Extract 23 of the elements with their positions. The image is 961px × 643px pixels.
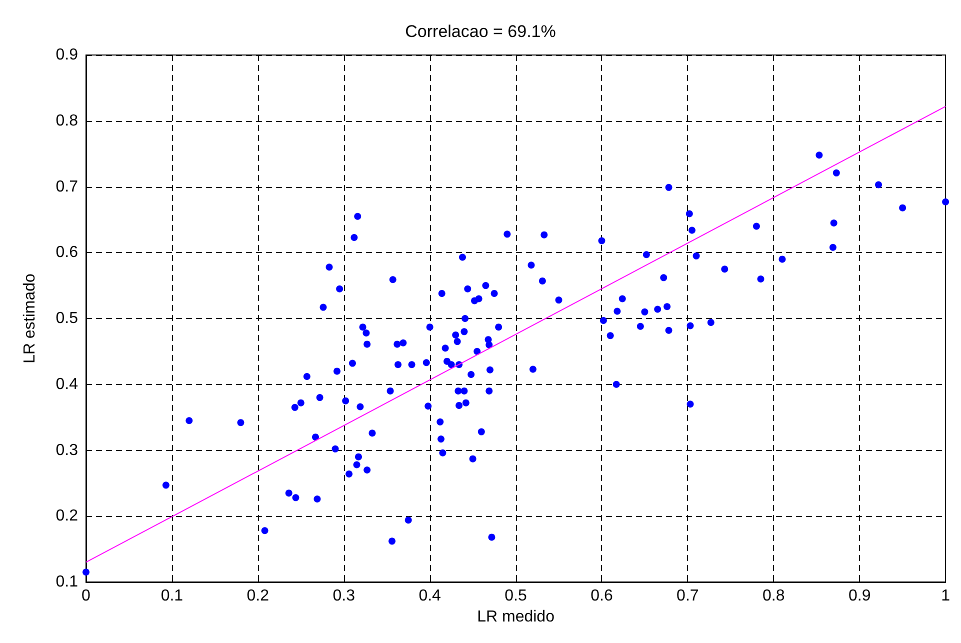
y-tick-label: 0.1 <box>56 574 78 590</box>
y-tick-label: 0.5 <box>56 310 78 327</box>
x-axis-title: LR medido <box>477 608 555 626</box>
y-tick-label: 0.3 <box>56 442 78 459</box>
y-tick-label: 0.2 <box>56 508 78 525</box>
y-tick-label: 0.8 <box>56 112 78 130</box>
y-tick-label: 0.4 <box>56 376 78 393</box>
x-tick-label: 0.4 <box>418 588 442 604</box>
x-tick-label: 0.9 <box>848 588 871 604</box>
x-tick-label: 0.5 <box>504 588 527 604</box>
x-tick-label: 0.8 <box>762 588 785 604</box>
y-tick-label: 0.6 <box>56 244 78 262</box>
y-tick-label: 0.7 <box>56 178 78 196</box>
x-tick-label: 0.3 <box>332 588 356 604</box>
x-tick-label: 1 <box>941 588 950 604</box>
x-tick-label: 0.7 <box>676 588 699 604</box>
x-tick-label: 0.2 <box>246 588 270 604</box>
chart-title: Correlacao = 69.1% <box>405 22 556 41</box>
x-tick-label: 0.6 <box>590 588 613 604</box>
y-axis-title: LR estimado <box>22 273 38 364</box>
x-tick-label: 0 <box>82 588 91 604</box>
x-tick-label: 0.1 <box>160 588 184 604</box>
y-tick-label: 0.9 <box>56 46 78 64</box>
